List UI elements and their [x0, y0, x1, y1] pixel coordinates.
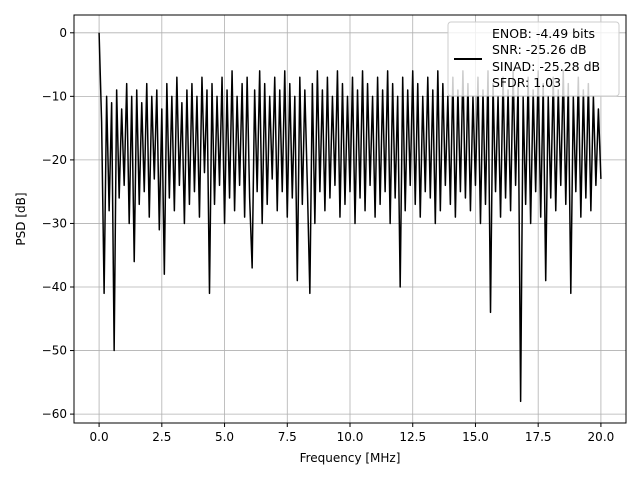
y-tick-label: −40 [42, 280, 67, 294]
legend: ENOB: -4.49 bits SNR: -25.26 dB SINAD: -… [447, 21, 620, 97]
x-tick-label: 15.0 [462, 430, 489, 444]
x-tick-label: 2.5 [152, 430, 171, 444]
x-axis-label: Frequency [MHz] [300, 451, 401, 465]
x-axis: 0.0 2.5 5.0 7.5 10.0 12.5 15.0 17.5 20.0 [90, 423, 615, 444]
y-tick-label: −30 [42, 216, 67, 230]
psd-series-line [98, 32, 602, 403]
y-axis: 0 −10 −20 −30 −40 −50 −60 [42, 26, 74, 421]
legend-box [447, 21, 620, 97]
x-tick-label: 20.0 [588, 430, 615, 444]
legend-sfdr: SFDR: 1.03 [492, 75, 561, 90]
x-tick-label: 0.0 [90, 430, 109, 444]
x-tick-label: 5.0 [215, 430, 234, 444]
x-tick-label: 12.5 [399, 430, 426, 444]
y-axis-label: PSD [dB] [14, 192, 28, 245]
legend-sinad: SINAD: -25.28 dB [492, 59, 600, 74]
y-tick-label: −60 [42, 407, 67, 421]
y-tick-label: −20 [42, 153, 67, 167]
x-tick-label: 17.5 [525, 430, 552, 444]
y-tick-label: 0 [59, 26, 67, 40]
y-tick-label: −50 [42, 344, 67, 358]
x-tick-label: 10.0 [337, 430, 364, 444]
x-tick-label: 7.5 [278, 430, 297, 444]
legend-snr: SNR: -25.26 dB [492, 42, 587, 57]
y-tick-label: −10 [42, 89, 67, 103]
plot-area [98, 32, 602, 403]
legend-enob: ENOB: -4.49 bits [492, 26, 595, 41]
